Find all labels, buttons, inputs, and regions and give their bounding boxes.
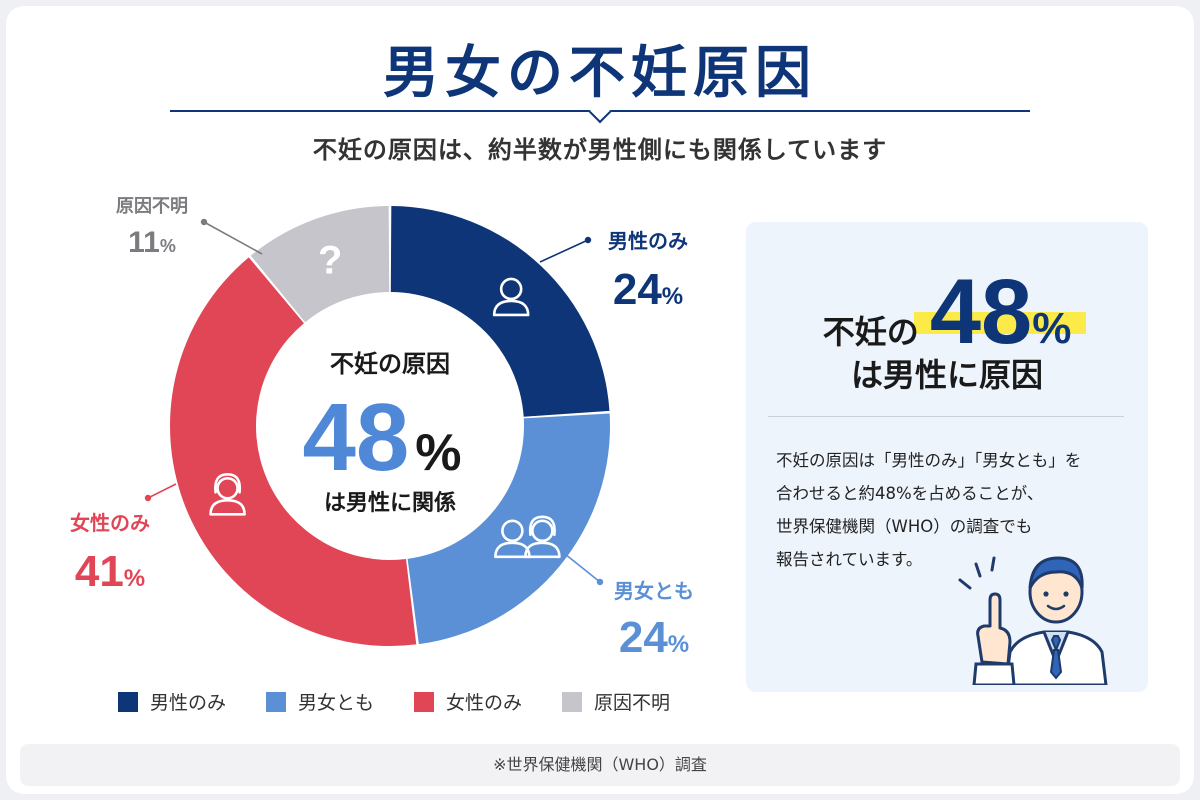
- donut-slice-female: [170, 257, 417, 646]
- slice-label-both: 男女とも: [614, 579, 694, 603]
- legend-label-female: 女性のみ: [446, 692, 523, 714]
- page-subtitle: 不妊の原因は、約半数が男性側にも関係しています: [312, 136, 888, 164]
- highlight-body-line: 不妊の原因は「男性のみ」「男女とも」を: [776, 451, 1082, 470]
- center-label-bottom: は男性に関係: [324, 491, 456, 516]
- legend-item-unknown: 原因不明: [562, 688, 670, 715]
- legend-item-female: 女性のみ: [414, 688, 522, 715]
- slice-value-both: 24%: [619, 613, 689, 662]
- donut-slice-unknown: [250, 206, 390, 323]
- highlight-headline: 不妊の 48%: [746, 260, 1148, 365]
- highlight-prefix: 不妊の: [822, 313, 919, 351]
- highlight-body-line: 報告されています。: [776, 550, 923, 569]
- donut-slice-male: [390, 206, 610, 417]
- highlight-body: 不妊の原因は「男性のみ」「男女とも」を 合わせると約48%を占めることが、 世界…: [776, 444, 1126, 576]
- question-icon: ?: [318, 238, 342, 282]
- couple-icon: [494, 515, 561, 559]
- page-title: 男女の不妊原因: [383, 41, 817, 106]
- legend-label-male: 男性のみ: [150, 692, 227, 714]
- highlight-percent: %: [1032, 304, 1072, 353]
- leader-line-unknown: [203, 221, 263, 255]
- woman-icon: [209, 472, 246, 516]
- highlight-divider: [768, 416, 1124, 417]
- doctor-illustration-icon: [958, 556, 1108, 685]
- legend-swatch-unknown: [562, 691, 583, 712]
- leader-dot-both: [596, 578, 604, 586]
- legend-label-both: 男女とも: [298, 692, 375, 714]
- slice-value-male: 24%: [613, 265, 683, 314]
- highlight-marker: [914, 312, 1086, 334]
- slice-value-unknown: 11%: [128, 226, 176, 259]
- source-footnote: ※世界保健機関（WHO）調査: [20, 744, 1180, 786]
- center-label-top: 不妊の原因: [330, 350, 450, 378]
- highlight-body-line: 合わせると約48%を占めることが、: [776, 484, 1044, 503]
- slice-value-female: 41%: [75, 547, 145, 596]
- legend-swatch-male: [118, 691, 138, 712]
- leader-dot-female: [144, 494, 152, 502]
- center-value: 48%: [302, 384, 461, 491]
- leader-dot-male: [584, 236, 592, 244]
- man-icon: [492, 277, 530, 317]
- legend-swatch-female: [414, 691, 435, 712]
- leader-line-female: [147, 483, 177, 499]
- slice-label-female: 女性のみ: [70, 511, 150, 535]
- donut-slice-both: [407, 413, 611, 645]
- highlight-body-line: 世界保健機関（WHO）の調査でも: [776, 517, 1033, 536]
- legend-item-male: 男性のみ: [118, 688, 226, 715]
- legend-item-both: 男女とも: [266, 688, 374, 715]
- highlight-suffix: は男性に原因: [850, 356, 1043, 394]
- highlight-value: 48: [929, 261, 1033, 363]
- legend-swatch-both: [266, 691, 287, 712]
- slice-label-male: 男性のみ: [608, 229, 688, 253]
- leader-line-male: [539, 239, 589, 263]
- highlight-panel: 不妊の 48% は男性に原因 不妊の原因は「男性のみ」「男女とも」を 合わせると…: [746, 222, 1148, 692]
- leader-line-both: [559, 549, 601, 583]
- legend-label-unknown: 原因不明: [594, 692, 671, 714]
- leader-dot-unknown: [200, 218, 208, 226]
- chart-legend: 男性のみ 男女とも 女性のみ 原因不明: [118, 688, 670, 715]
- slice-label-unknown: 原因不明: [116, 196, 188, 217]
